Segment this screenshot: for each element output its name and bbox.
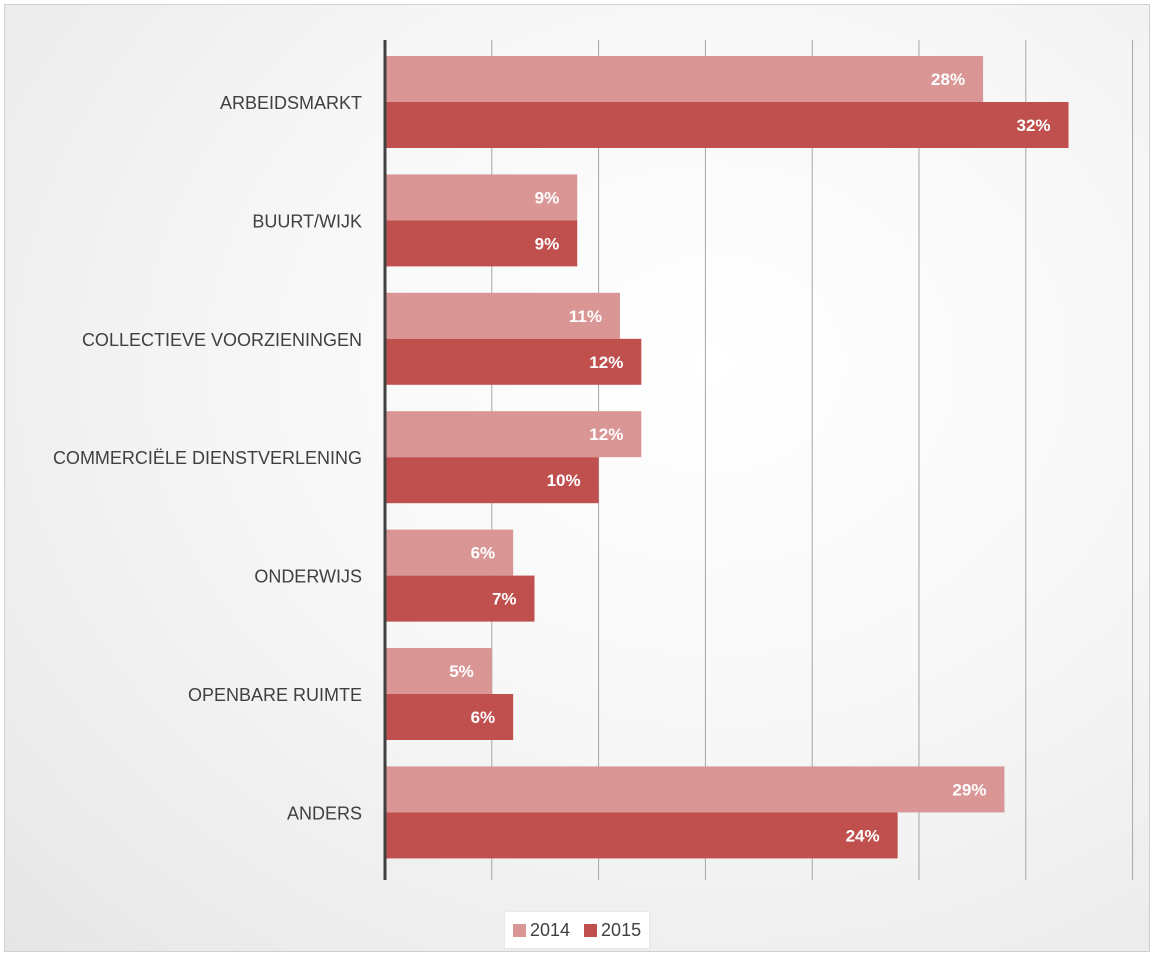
bar-2014-2 [385,292,620,339]
legend-item-2014: 2014 [513,920,570,941]
legend: 2014 2015 [505,912,650,948]
data-label-2014-0: 28% [931,70,965,89]
data-label-2015-6: 24% [846,826,880,845]
bar-2015-1 [385,220,578,267]
bar-2014-6 [385,766,1005,813]
bar-2014-4 [385,529,514,576]
bar-2015-0 [385,102,1069,148]
bar-2014-5 [385,648,492,694]
bar-2014-3 [385,411,642,458]
data-label-2014-6: 29% [952,780,986,799]
category-label-1: BUURT/WIJK [252,211,362,231]
bar-2015-3 [385,457,599,504]
data-label-2015-4: 7% [492,590,517,609]
bar-2014-1 [385,174,578,221]
bar-2015-5 [385,694,514,740]
legend-swatch-2015 [584,923,598,937]
legend-label-2015: 2015 [601,919,642,940]
bar-2014-0 [385,56,984,102]
category-label-4: ONDERWIJS [254,567,362,587]
data-label-2015-2: 12% [589,353,623,372]
category-label-6: ANDERS [287,803,362,823]
data-label-2015-3: 10% [547,471,581,490]
category-label-3: COMMERCIËLE DIENSTVERLENING [53,448,362,468]
data-label-2014-4: 6% [471,544,496,563]
data-labels: 28% 32% 9% 9% 11% 12% 12% 10% 6% 7% 5% 6% 29% 24% [449,70,1050,845]
data-label-2015-0: 32% [1016,116,1050,135]
category-label-5: OPENBARE RUIMTE [188,685,362,705]
data-label-2014-5: 5% [449,662,474,681]
category-label-0: ARBEIDSMARKT [220,93,362,113]
legend-item-2015: 2015 [584,920,641,941]
category-labels: ARBEIDSMARKT BUURT/WIJK COLLECTIEVE VOORZI… [53,93,362,823]
data-label-2015-5: 6% [471,708,496,727]
bar-2015-4 [385,575,535,622]
data-label-2014-2: 11% [569,307,602,326]
bars [385,56,1069,859]
legend-label-2014: 2014 [530,919,571,940]
category-label-2: COLLECTIEVE VOORZIENINGEN [82,330,362,350]
data-label-2014-3: 12% [589,425,623,444]
bar-2015-6 [385,812,898,859]
data-label-2015-1: 9% [535,234,560,253]
data-label-2014-1: 9% [535,188,560,207]
bar-2015-2 [385,338,642,385]
legend-swatch-2014 [513,923,526,937]
